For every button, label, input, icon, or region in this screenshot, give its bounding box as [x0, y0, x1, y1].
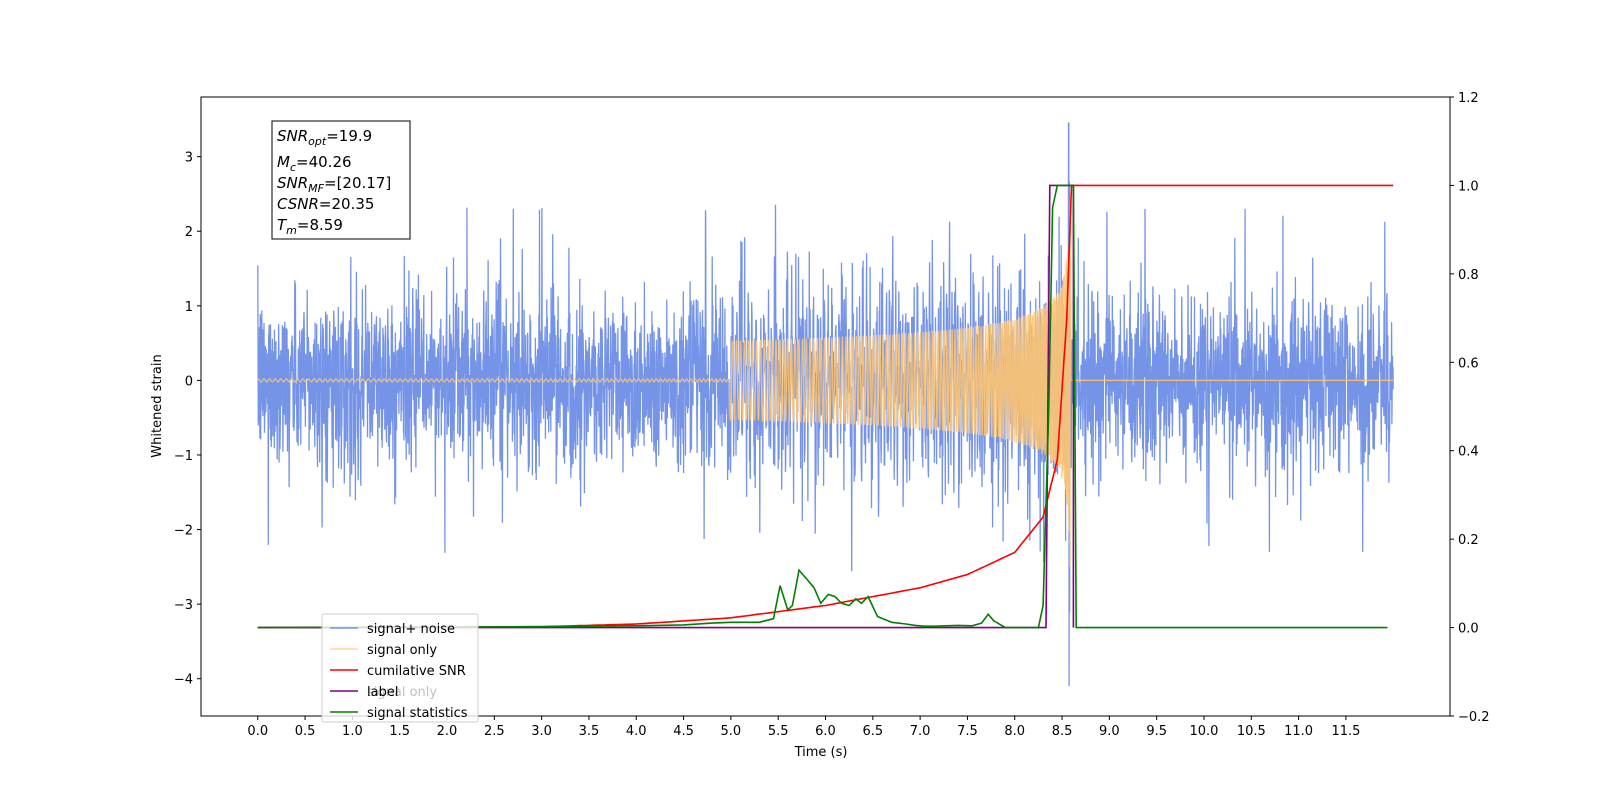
x-tick-label: 7.0 — [910, 724, 931, 739]
y-tick-label: −4 — [174, 673, 193, 688]
legend-label: signal only — [367, 643, 437, 658]
x-tick-label: 3.5 — [579, 724, 600, 739]
y-axis-ticks: −4 −3 −2 −1 0 1 2 3 — [174, 151, 201, 688]
legend-label: signal statistics — [367, 706, 468, 721]
x-tick-label: 5.5 — [768, 724, 789, 739]
y-tick-label: −1 — [174, 449, 193, 464]
y2-tick-label: 0.0 — [1458, 622, 1479, 637]
plot-area — [257, 122, 1394, 687]
y2-tick-label: 0.6 — [1458, 356, 1479, 371]
info-snr-mf: SNRMF=[20.17] — [277, 174, 391, 195]
y2-tick-label: 1.0 — [1458, 179, 1479, 194]
info-snr-opt: SNRopt=19.9 — [277, 127, 372, 148]
x-tick-label: 9.0 — [1099, 724, 1120, 739]
x-tick-label: 8.0 — [1004, 724, 1025, 739]
series-signal-statistics — [257, 184, 1388, 629]
x-tick-label: 10.0 — [1190, 724, 1219, 739]
y-tick-label: 2 — [185, 225, 193, 240]
x-tick-label: 1.0 — [342, 724, 363, 739]
info-tm: Tm=8.59 — [277, 216, 343, 237]
x-tick-label: 4.0 — [626, 724, 647, 739]
x-tick-label: 0.5 — [295, 724, 316, 739]
info-csnr: CSNR=20.35 — [277, 195, 374, 213]
x-tick-label: 6.0 — [815, 724, 836, 739]
y2-tick-label: −0.2 — [1458, 710, 1490, 725]
y-tick-label: 1 — [185, 300, 193, 315]
y-tick-label: −3 — [174, 598, 193, 613]
y-tick-label: −2 — [174, 524, 193, 539]
x-tick-label: 9.5 — [1146, 724, 1167, 739]
y2-axis-ticks: −0.2 0.0 0.2 0.4 0.6 0.8 1.0 1.2 — [1450, 91, 1490, 725]
x-tick-label: 5.0 — [721, 724, 742, 739]
series-signal-noise — [257, 122, 1394, 687]
x-tick-label: 3.0 — [531, 724, 552, 739]
legend-label: cumilative SNR — [367, 664, 466, 679]
x-tick-label: 2.5 — [484, 724, 505, 739]
series-signal-only — [257, 202, 1394, 568]
legend-frame — [321, 613, 479, 723]
y2-tick-label: 0.4 — [1458, 445, 1479, 460]
x-axis-label: Time (s) — [794, 745, 848, 760]
x-tick-label: 11.5 — [1331, 724, 1360, 739]
series-cumulative-snr — [257, 184, 1394, 629]
x-tick-label: 0.0 — [247, 724, 268, 739]
info-mc: Mc=40.26 — [277, 153, 352, 174]
legend-label: label — [367, 685, 398, 700]
y-tick-label: 3 — [185, 151, 193, 166]
legend-ghost-label: signal only — [367, 685, 437, 700]
x-axis-ticks: 0.0 0.5 1.0 1.5 2.0 2.5 3.0 3.5 4.0 4.5 5.0 5.5 6.0 6… — [247, 716, 1360, 739]
x-tick-label: 2.0 — [437, 724, 458, 739]
legend-items: signal+ noise signal only cumilative SNR la… — [330, 622, 468, 721]
y2-tick-label: 0.8 — [1458, 268, 1479, 283]
series-label — [257, 184, 1075, 629]
x-tick-label: 4.5 — [673, 724, 694, 739]
y2-tick-label: 1.2 — [1458, 91, 1479, 106]
x-tick-label: 10.5 — [1237, 724, 1266, 739]
x-tick-label: 7.5 — [957, 724, 978, 739]
info-box-frame — [271, 120, 411, 240]
info-box: SNRopt=19.9 Mc=40.26 SNRMF=[20.17] CSNR=… — [271, 120, 411, 240]
y-axis-label: Whitened strain — [150, 354, 165, 457]
y-tick-label: 0 — [185, 374, 193, 389]
y2-tick-label: 0.2 — [1458, 533, 1479, 548]
legend-label: signal+ noise — [367, 622, 455, 637]
x-tick-label: 1.5 — [389, 724, 410, 739]
legend: signal+ noise signal only cumilative SNR la… — [321, 613, 479, 723]
x-tick-label: 8.5 — [1052, 724, 1073, 739]
x-tick-label: 11.0 — [1284, 724, 1313, 739]
x-tick-label: 6.5 — [862, 724, 883, 739]
